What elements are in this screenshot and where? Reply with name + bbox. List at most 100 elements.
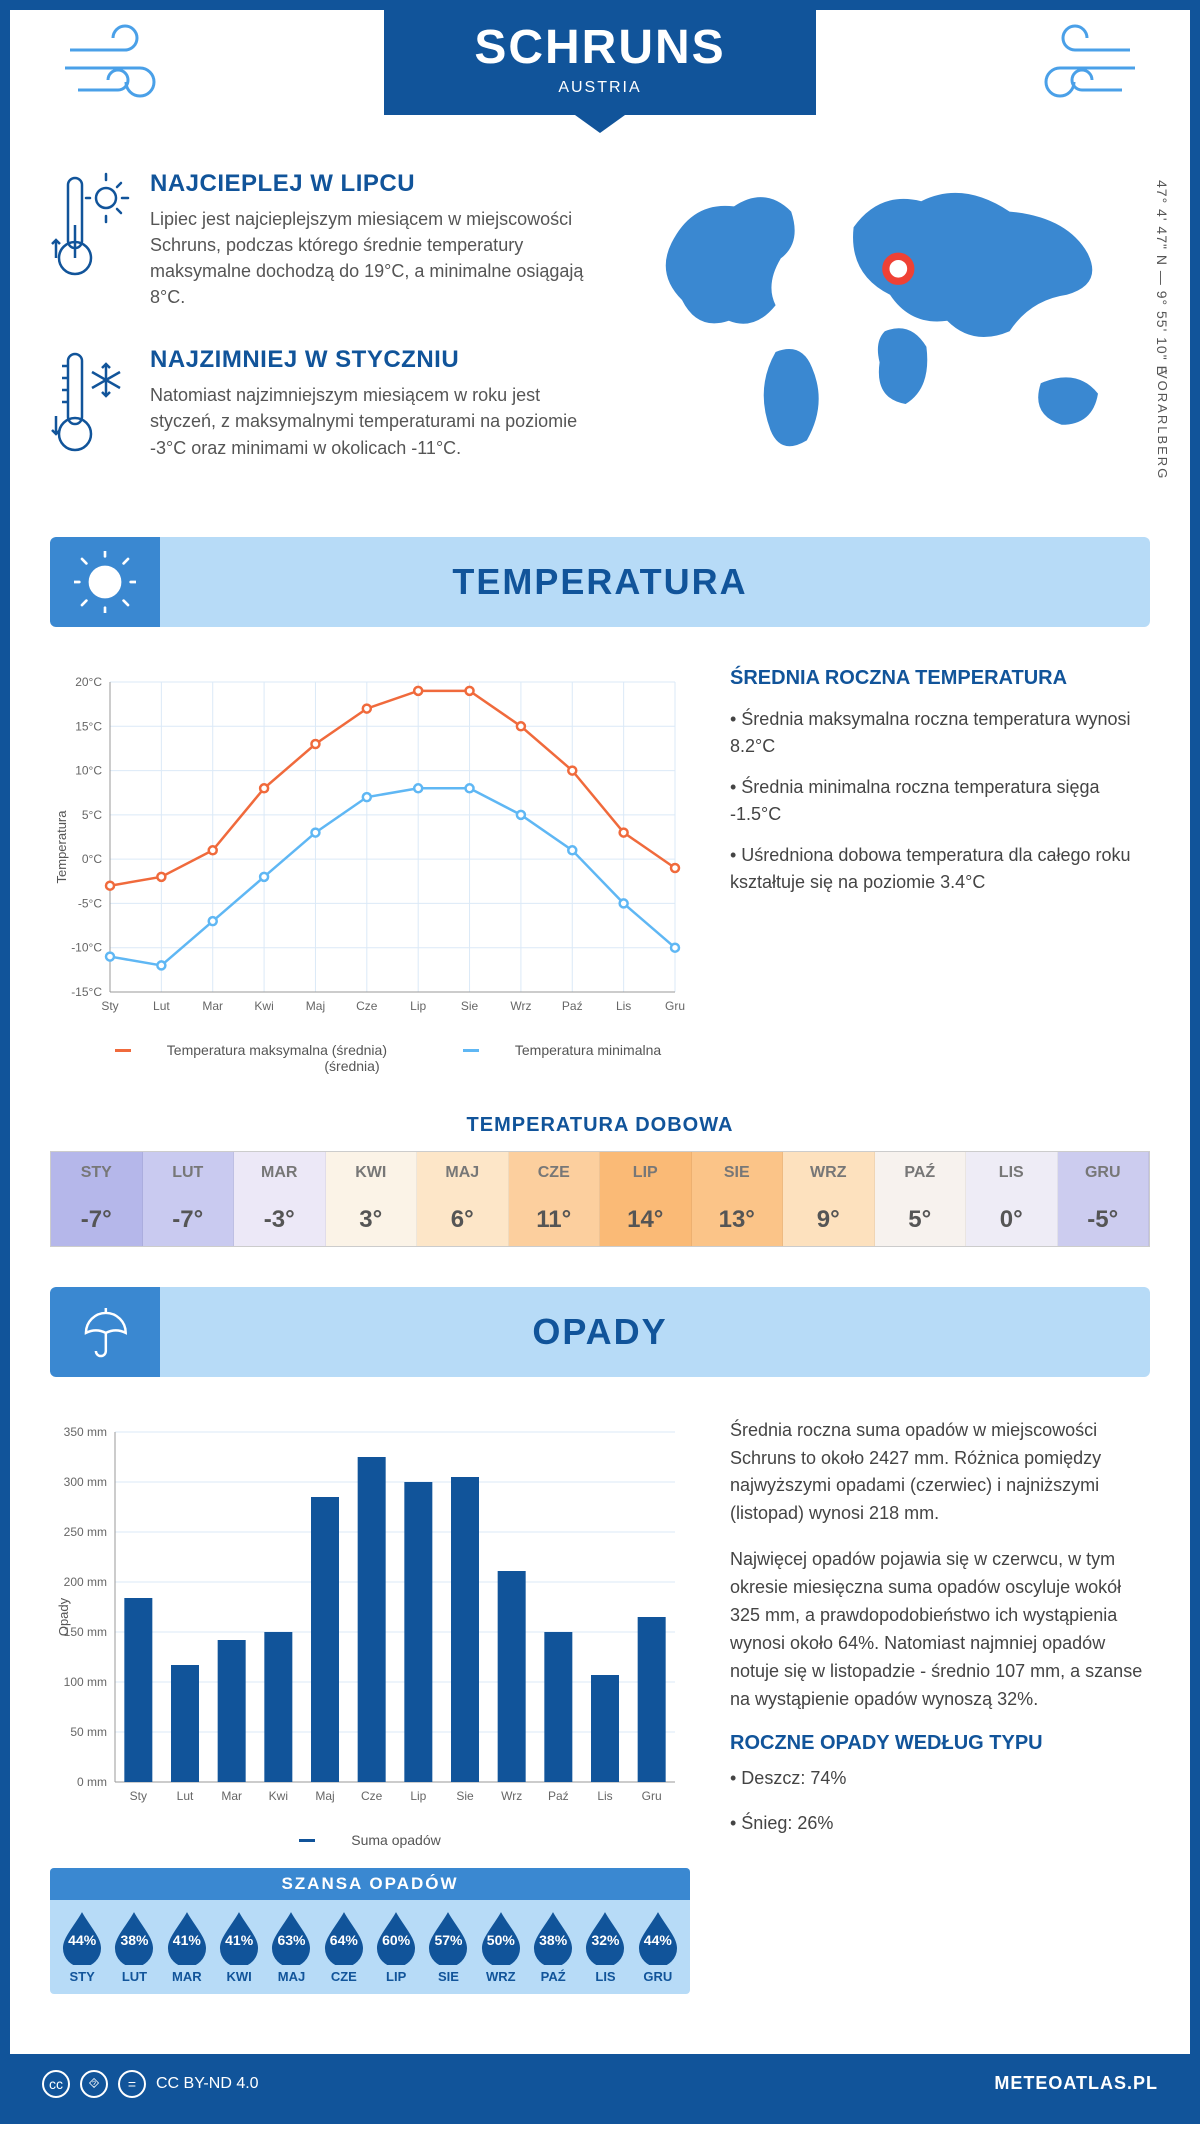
by-icon: ⯑ [80,2070,108,2098]
precip-type-snow: • Śnieg: 26% [730,1810,1150,1838]
temperature-section-banner: TEMPERATURA [50,537,1150,627]
daily-temp-title: TEMPERATURA DOBOWA [50,1114,1150,1137]
chance-title: SZANSA OPADÓW [50,1868,690,1900]
page-container: SCHRUNS AUSTRIA [0,0,1200,2124]
chance-percent: 38% [112,1932,156,1948]
chance-cell: 41% KWI [213,1910,265,1984]
chance-cell: 44% GRU [632,1910,684,1984]
svg-text:Maj: Maj [315,1789,334,1803]
svg-text:Maj: Maj [306,999,325,1013]
svg-text:250 mm: 250 mm [64,1525,107,1539]
wind-deco-right-icon [1010,10,1150,120]
svg-text:Lip: Lip [410,999,426,1013]
cold-title: NAJZIMNIEJ W STYCZNIU [150,346,600,374]
precip-type-heading: ROCZNE OPADY WEDŁUG TYPU [730,1732,1150,1755]
chance-cell: 60% LIP [370,1910,422,1984]
chance-cell: 44% STY [56,1910,108,1984]
svg-text:Lis: Lis [597,1789,612,1803]
svg-text:Sty: Sty [130,1789,147,1803]
warm-title: NAJCIEPLEJ W LIPCU [150,170,600,198]
daily-header: MAR [234,1152,326,1194]
raindrop-icon: 41% [217,1910,261,1965]
svg-text:Mar: Mar [221,1789,242,1803]
raindrop-icon: 57% [426,1910,470,1965]
chance-month: MAR [161,1969,213,1984]
chance-percent: 32% [583,1932,627,1948]
chance-percent: 57% [426,1932,470,1948]
chance-cell: 38% LUT [108,1910,160,1984]
svg-text:-15°C: -15°C [71,985,102,999]
warm-block: NAJCIEPLEJ W LIPCU Lipiec jest najcieple… [50,170,600,310]
precip-legend-label: Suma opadów [351,1832,441,1848]
header-row: SCHRUNS AUSTRIA [50,10,1150,120]
thermometer-snow-icon [50,346,130,460]
chance-percent: 64% [322,1932,366,1948]
chance-month: PAŹ [527,1969,579,1984]
daily-value: -3° [234,1194,326,1246]
raindrop-icon: 44% [636,1910,680,1965]
chance-cell: 64% CZE [318,1910,370,1984]
chance-month: SIE [422,1969,474,1984]
daily-value: 13° [692,1194,784,1246]
cold-block: NAJZIMNIEJ W STYCZNIU Natomiast najzimni… [50,346,600,460]
chance-percent: 50% [479,1932,523,1948]
svg-text:Cze: Cze [361,1789,383,1803]
coords-label: 47° 4' 47" N — 9° 55' 10" E [1154,180,1170,376]
daily-value: -7° [51,1194,143,1246]
svg-text:Sie: Sie [456,1789,474,1803]
raindrop-icon: 60% [374,1910,418,1965]
svg-text:Temperatura: Temperatura [54,809,69,883]
footer: cc ⯑ = CC BY-ND 4.0 METEOATLAS.PL [10,2054,1190,2114]
daily-value: 9° [783,1194,875,1246]
svg-text:Paź: Paź [548,1789,569,1803]
temp-side-heading: ŚREDNIA ROCZNA TEMPERATURA [730,667,1150,690]
daily-value: -5° [1058,1194,1150,1246]
wind-deco-left-icon [50,10,190,120]
daily-header: LIS [966,1152,1058,1194]
raindrop-icon: 38% [112,1910,156,1965]
daily-header: SIE [692,1152,784,1194]
chance-cell: 41% MAR [161,1910,213,1984]
chance-cell: 50% WRZ [475,1910,527,1984]
precip-p2: Najwięcej opadów pojawia się w czerwcu, … [730,1546,1150,1713]
city-title: SCHRUNS [474,20,725,75]
chance-cell: 63% MAJ [265,1910,317,1984]
svg-text:Lut: Lut [177,1789,194,1803]
daily-value: -7° [143,1194,235,1246]
daily-header: MAJ [417,1152,509,1194]
svg-text:Mar: Mar [202,999,223,1013]
chance-month: LIS [579,1969,631,1984]
svg-text:Wrz: Wrz [510,999,531,1013]
daily-header: WRZ [783,1152,875,1194]
chance-percent: 63% [269,1932,313,1948]
sun-icon [50,537,160,627]
chance-box: SZANSA OPADÓW 44% STY 38% LUT 4 [50,1868,690,1994]
daily-header: LUT [143,1152,235,1194]
temp-bullet: • Średnia minimalna roczna temperatura s… [730,774,1150,828]
precip-legend: Suma opadów [50,1832,690,1848]
legend-max: Temperatura maksymalna (średnia) [167,1042,387,1058]
svg-text:Sty: Sty [101,999,118,1013]
precip-section-banner: OPADY [50,1287,1150,1377]
temp-bullet: • Uśredniona dobowa temperatura dla całe… [730,842,1150,896]
chance-percent: 44% [60,1932,104,1948]
svg-text:Lip: Lip [410,1789,426,1803]
temperature-row: -15°C-10°C-5°C0°C5°C10°C15°C20°CStyLutMa… [50,667,1150,1074]
svg-text:Lis: Lis [616,999,631,1013]
chance-percent: 41% [165,1932,209,1948]
svg-text:Paź: Paź [562,999,583,1013]
precip-bar-chart: 0 mm50 mm100 mm150 mm200 mm250 mm300 mm3… [50,1417,690,1994]
temperature-heading: TEMPERATURA [160,561,1150,603]
daily-header: PAŹ [875,1152,967,1194]
svg-text:5°C: 5°C [82,808,102,822]
svg-text:350 mm: 350 mm [64,1425,107,1439]
svg-text:100 mm: 100 mm [64,1675,107,1689]
footer-license: cc ⯑ = CC BY-ND 4.0 [42,2070,259,2098]
daily-value: 6° [417,1194,509,1246]
raindrop-icon: 41% [165,1910,209,1965]
title-banner: SCHRUNS AUSTRIA [190,10,1010,115]
daily-value: 5° [875,1194,967,1246]
daily-header: GRU [1058,1152,1150,1194]
temp-chart-legend: Temperatura maksymalna (średnia) Tempera… [50,1042,690,1074]
raindrop-icon: 64% [322,1910,366,1965]
